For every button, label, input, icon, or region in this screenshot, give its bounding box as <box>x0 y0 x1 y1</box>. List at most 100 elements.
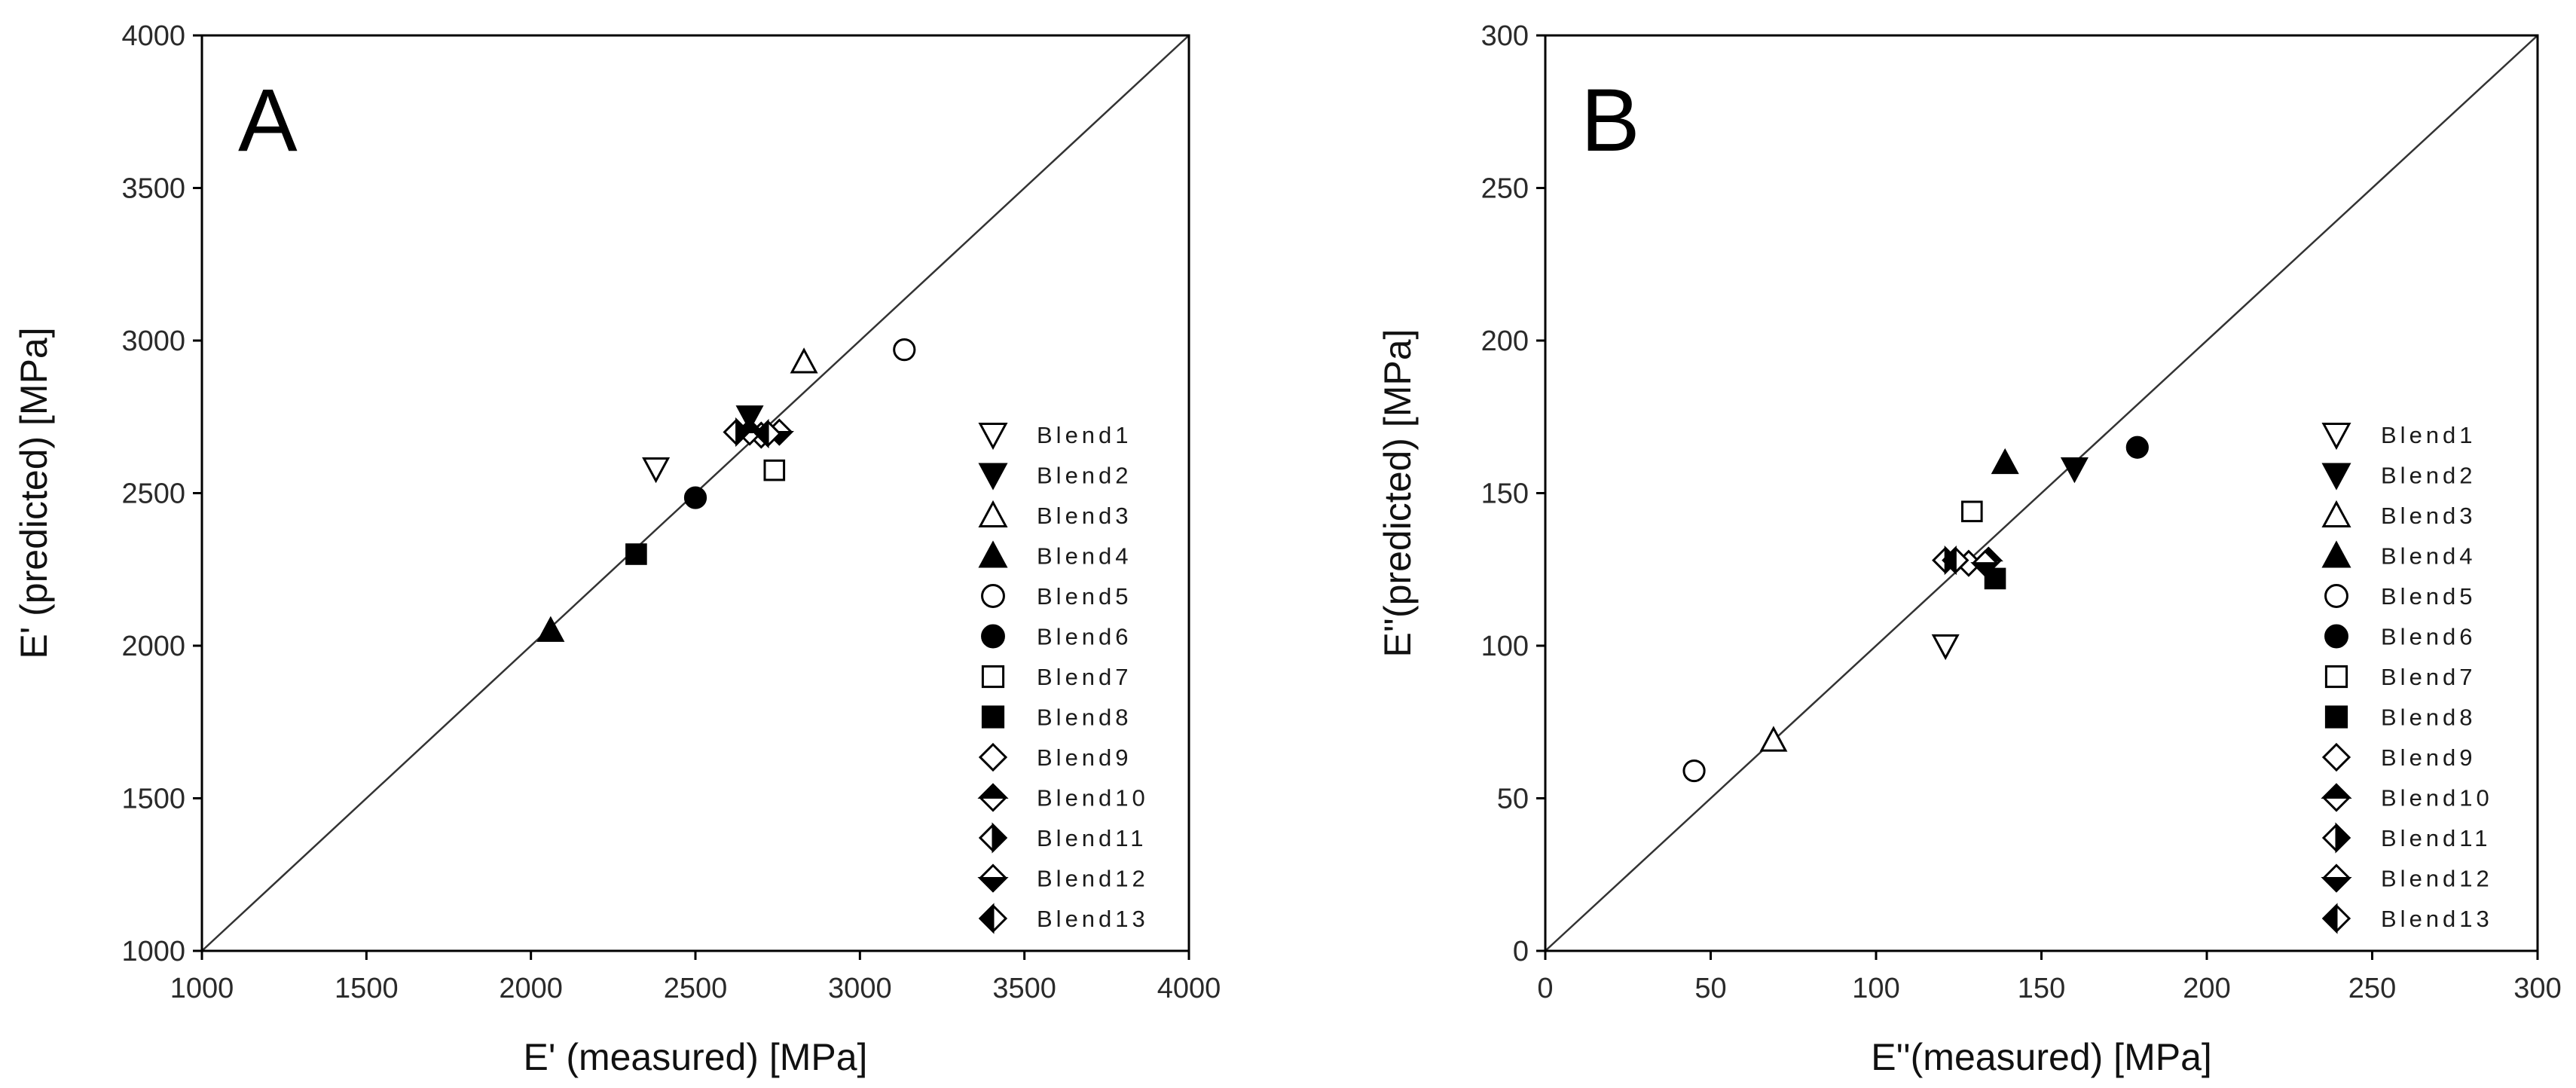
marker-shape <box>2321 500 2351 527</box>
legend-marker <box>978 903 1008 934</box>
legend-entry-blend10: Blend10 <box>2321 783 2493 812</box>
legend-marker <box>978 540 1008 568</box>
marker-shape <box>763 459 786 481</box>
legend-label: Blend4 <box>1037 543 1132 570</box>
data-point-blend11 <box>723 417 750 448</box>
legend-marker <box>2324 584 2348 608</box>
legend-label: Blend13 <box>2381 906 2493 932</box>
data-point-blend5 <box>893 338 916 362</box>
legend-label: Blend13 <box>1037 906 1149 932</box>
legend-entry-blend9: Blend9 <box>2321 742 2477 772</box>
legend-marker <box>977 783 1009 812</box>
x-tick-label: 200 <box>2183 973 2230 1004</box>
marker-shape <box>981 584 1005 608</box>
marker-shape <box>1759 726 1788 752</box>
legend-entry-blend10: Blend10 <box>977 783 1145 812</box>
legend-label: Blend2 <box>2381 463 2477 489</box>
legend-label: Blend8 <box>2381 704 2477 731</box>
legend-label: Blend6 <box>2381 624 2477 650</box>
marker-shape <box>642 457 671 484</box>
legend-label: Blend9 <box>1037 744 1132 771</box>
legend-entry-blend5: Blend5 <box>981 583 1132 610</box>
legend-label: Blend1 <box>1037 422 1132 448</box>
y-tick-label: 2000 <box>121 631 185 662</box>
marker-shape <box>978 540 1008 568</box>
marker-shape <box>2321 423 2351 451</box>
y-tick-label: 1000 <box>121 936 185 967</box>
y-tick-label: 3500 <box>121 173 185 205</box>
legend-marker <box>981 584 1005 608</box>
marker-shape <box>1961 500 1983 523</box>
legend-marker <box>978 742 1008 772</box>
legend-entry-blend5: Blend5 <box>2324 583 2473 610</box>
legend-marker <box>2321 742 2351 772</box>
legend-label: Blend3 <box>2381 503 2477 529</box>
data-point-blend3 <box>790 347 818 374</box>
legend-label: Blend5 <box>1037 583 1132 610</box>
legend-label: Blend7 <box>2381 664 2477 690</box>
panel-b: 0 50 100 150 200 250 300 0 50 100 150 200 250 300 E''(… <box>1377 20 2562 1078</box>
legend-marker <box>981 665 1005 689</box>
marker-fill <box>735 417 750 448</box>
marker-shape <box>981 624 1005 649</box>
legend-entry-blend9: Blend9 <box>978 742 1132 772</box>
reference-line <box>1545 35 2538 952</box>
marker-shape <box>2324 665 2348 689</box>
legend-label: Blend10 <box>2381 785 2493 811</box>
y-axis-label: E''(predicted) [MPa] <box>1377 329 1419 658</box>
marker-shape <box>2321 540 2351 568</box>
legend-entry-blend12: Blend12 <box>2321 863 2489 893</box>
legend-entry-blend4: Blend4 <box>978 540 1132 570</box>
y-tick-label: 250 <box>1481 173 1529 205</box>
legend-marker <box>2321 783 2352 812</box>
panel-a: 1000 1500 2000 2500 3000 3500 4000 1000 1500 2000… <box>13 20 1221 1078</box>
legend-entry-blend12: Blend12 <box>977 863 1145 893</box>
marker-shape <box>978 463 1008 491</box>
panel-letter: A <box>238 71 298 170</box>
legend-marker <box>2324 624 2348 649</box>
legend: Blend1 Blend2 Blend3 Blend4 Blend5 Blend6 Blen… <box>977 422 1149 934</box>
marker-shape <box>1991 448 2019 475</box>
marker-shape <box>2060 457 2089 484</box>
data-point-blend2 <box>2060 457 2089 484</box>
x-tick-label: 2500 <box>664 973 728 1004</box>
y-tick-label: 3000 <box>121 325 185 357</box>
data-point-blend4 <box>536 616 565 642</box>
marker-shape <box>978 423 1008 451</box>
legend-entry-blend6: Blend6 <box>981 624 1129 650</box>
marker-fill <box>2335 822 2351 854</box>
legend-marker <box>2321 423 2351 451</box>
y-axis-label: E' (predicted) [MPa] <box>13 327 55 659</box>
x-tick-label: 0 <box>1537 973 1553 1004</box>
legend-label: Blend9 <box>2381 744 2477 771</box>
marker-shape <box>2324 705 2348 729</box>
legend-entry-blend7: Blend7 <box>2324 664 2477 690</box>
legend-entry-blend3: Blend3 <box>2321 500 2477 529</box>
y-tick-label: 4000 <box>121 20 185 52</box>
data-point-blend8 <box>625 543 647 565</box>
x-tick-label: 150 <box>2018 973 2065 1004</box>
data-point-blend3 <box>1759 726 1788 752</box>
data-point-blend7 <box>1961 500 1983 523</box>
legend-entry-blend13: Blend13 <box>2321 903 2493 934</box>
marker-fill <box>1942 545 1957 576</box>
marker-shape <box>2321 463 2351 491</box>
legend-marker <box>981 624 1005 649</box>
marker-shape <box>981 705 1005 729</box>
x-tick-label: 2000 <box>499 973 563 1004</box>
marker-shape <box>735 405 764 432</box>
marker-shape <box>1931 634 1960 661</box>
marker-fill <box>2321 877 2352 893</box>
legend-entry-blend8: Blend8 <box>2324 704 2477 731</box>
y-tick-label: 2500 <box>121 478 185 510</box>
y-tick-label: 300 <box>1481 20 1529 52</box>
y-tick-label: 0 <box>1513 936 1529 967</box>
marker-fill <box>753 418 769 449</box>
legend-entry-blend6: Blend6 <box>2324 624 2477 650</box>
legend-label: Blend11 <box>2381 825 2491 851</box>
legend-label: Blend8 <box>1037 704 1132 731</box>
legend-marker <box>978 822 1008 854</box>
marker-shape <box>790 347 818 374</box>
marker-fill <box>978 903 995 934</box>
